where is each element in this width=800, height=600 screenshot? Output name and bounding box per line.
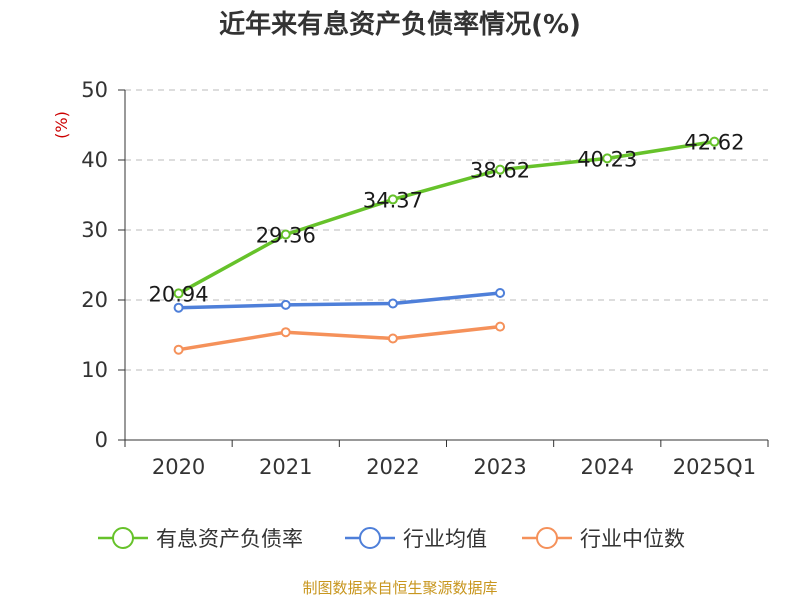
series-1 [173,136,720,299]
data-label: 40.23 [577,147,637,171]
data-point[interactable] [495,288,506,298]
data-point[interactable] [709,136,720,147]
data-point[interactable] [280,327,291,338]
data-point[interactable] [602,153,613,164]
legend-label: 行业均值 [403,527,487,551]
y-tick-label: 10 [81,358,108,382]
data-point[interactable] [495,164,506,175]
legend-item[interactable]: 行业均值 [345,527,487,551]
y-tick-label: 0 [95,428,108,452]
data-point[interactable] [387,333,398,344]
data-point[interactable] [495,321,506,332]
legend-marker [112,527,134,549]
legend-marker [359,527,381,549]
x-tick-label: 2023 [473,455,526,479]
series-2 [173,288,506,313]
x-tick-label: 2020 [152,455,205,479]
data-point[interactable] [173,344,184,355]
data-label: 29.36 [256,223,316,247]
legend[interactable]: 有息资产负债率 行业均值 行业中位数 [98,527,685,551]
series-layer [173,136,720,355]
data-label: 38.62 [470,159,530,183]
series-3 [173,321,506,355]
series-line [176,291,502,310]
data-label: 42.62 [684,131,744,155]
y-tick-label: 40 [81,148,108,172]
source-note: 制图数据来自恒生聚源数据库 [302,579,497,597]
data-point[interactable] [280,299,291,310]
legend-marker [536,527,558,549]
legend-item[interactable]: 有息资产负债率 [98,527,303,551]
axes: 0 10 20 30 40 50 2020 2021 2022 2023 2024 2025Q1 [81,78,769,479]
legend-label: 有息资产负债率 [156,527,303,551]
x-tick-label: 2021 [259,455,312,479]
y-tick-label: 20 [81,288,108,312]
data-label: 20.94 [149,282,209,306]
y-tick-label: 50 [81,78,108,102]
series-line [176,324,502,352]
chart-title: 近年来有息资产负债率情况(%) [219,9,581,40]
legend-label: 行业中位数 [580,527,685,551]
data-labels: 20.94 29.36 34.37 38.62 40.23 42.62 [149,131,745,307]
x-tick-label: 2024 [581,455,634,479]
series-line [176,139,717,296]
x-tick-label: 2022 [366,455,419,479]
data-point[interactable] [387,298,398,309]
data-point[interactable] [280,229,291,240]
data-label: 34.37 [363,188,423,212]
data-point[interactable] [387,194,398,205]
gridlines [125,89,768,371]
legend-item[interactable]: 行业中位数 [522,527,685,551]
y-tick-label: 30 [81,218,108,242]
x-tick-label: 2025Q1 [673,455,756,479]
data-point[interactable] [173,302,184,313]
data-point[interactable] [173,288,184,299]
y-axis-unit-label: (%) [52,111,71,139]
